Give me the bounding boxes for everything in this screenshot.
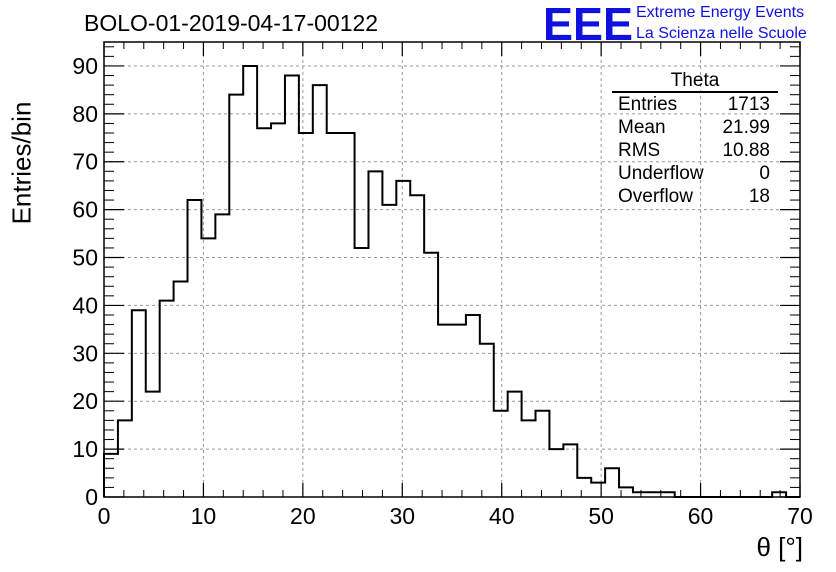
y-tick-label: 50 xyxy=(72,245,98,271)
stats-label: Overflow xyxy=(618,186,693,207)
stats-row-rms: RMS 10.88 xyxy=(612,139,778,162)
eee-logo: EEE xyxy=(543,2,633,44)
stats-row-entries: Entries 1713 xyxy=(612,93,778,116)
stats-title: Theta xyxy=(612,71,778,93)
y-tick-label: 20 xyxy=(72,388,98,414)
x-tick-label: 10 xyxy=(191,503,217,529)
eee-logo-text: Extreme Energy Events La Scienza nelle S… xyxy=(636,2,807,44)
stats-value: 21.99 xyxy=(722,117,770,138)
stats-box: Theta Entries 1713 Mean 21.99 RMS 10.88 … xyxy=(612,71,778,208)
stats-label: Underflow xyxy=(618,163,704,184)
y-tick-label: 90 xyxy=(72,53,98,79)
eee-logo-mark: EEE xyxy=(543,2,633,44)
histogram-outline xyxy=(103,64,800,498)
x-tick-label: 40 xyxy=(489,503,515,529)
x-tick-label: 0 xyxy=(98,503,111,529)
y-axis-label: Entries/bin xyxy=(6,101,37,225)
stats-label: Entries xyxy=(618,94,678,115)
y-tick-label: 10 xyxy=(72,436,98,462)
grid-lines xyxy=(104,42,800,497)
x-tick-label: 70 xyxy=(787,503,813,529)
y-tick-label: 70 xyxy=(72,149,98,175)
eee-logo-line2: La Scienza nelle Scuole xyxy=(636,25,807,42)
stats-value: 18 xyxy=(748,186,770,207)
stats-label: Mean xyxy=(618,117,666,138)
y-tick-label: 30 xyxy=(72,340,98,366)
y-tick-label: 60 xyxy=(72,197,98,223)
y-tick-label: 40 xyxy=(72,292,98,318)
y-tick-label: 80 xyxy=(72,101,98,127)
x-tick-label: 20 xyxy=(290,503,316,529)
chart-title: BOLO-01-2019-04-17-00122 xyxy=(84,10,379,36)
plot-frame xyxy=(103,41,801,498)
x-tick-label: 50 xyxy=(588,503,614,529)
stats-value: 1713 xyxy=(727,94,770,115)
stats-value: 10.88 xyxy=(722,140,770,161)
x-axis-label: θ [°] xyxy=(756,532,803,562)
stats-value: 0 xyxy=(759,163,770,184)
eee-logo-line1: Extreme Energy Events xyxy=(636,4,805,21)
stats-row-overflow: Overflow 18 xyxy=(612,185,778,208)
y-axis-label-box: Entries/bin xyxy=(4,102,40,225)
stats-row-mean: Mean 21.99 xyxy=(612,116,778,139)
stats-label: RMS xyxy=(618,140,661,161)
x-tick-label: 60 xyxy=(688,503,714,529)
y-tick-label: 0 xyxy=(85,484,98,510)
tick-labels: 0 10 20 30 40 50 60 70 0 10 20 30 40 50 60 70 80 90 xyxy=(72,53,812,529)
x-tick-label: 30 xyxy=(389,503,415,529)
stats-row-underflow: Underflow 0 xyxy=(612,162,778,185)
